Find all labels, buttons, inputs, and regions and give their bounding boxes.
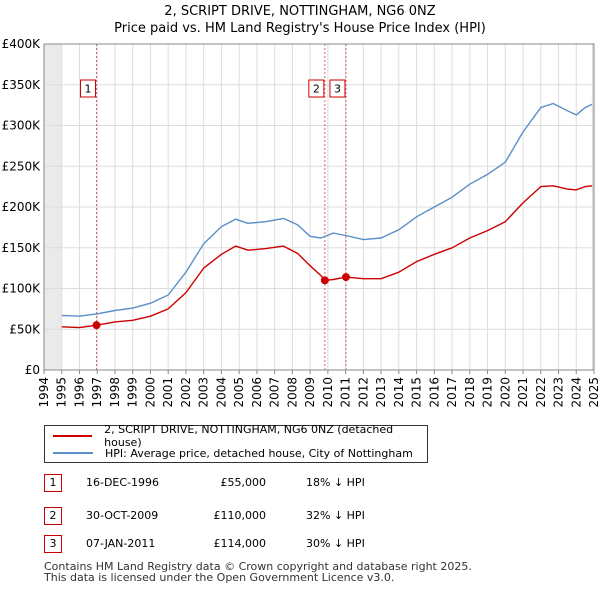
x-tick-label: 2025 (587, 377, 600, 408)
x-tick-label: 2021 (516, 377, 530, 408)
y-tick-label: £50K (9, 322, 41, 336)
transaction-hpi-diff: 32% ↓ HPI (306, 509, 365, 522)
hpi-line (61, 102, 593, 317)
sale-label-text: 3 (334, 83, 341, 96)
x-tick-label: 2011 (339, 377, 353, 408)
x-tick-label: 2017 (445, 377, 459, 408)
legend-label-property: 2, SCRIPT DRIVE, NOTTINGHAM, NG6 0NZ (de… (104, 423, 394, 449)
series (61, 102, 593, 329)
x-tick-label: 1998 (108, 377, 122, 408)
transaction-date: 16-DEC-1996 (86, 476, 160, 489)
sale-label-text: 2 (313, 83, 320, 96)
x-tick-label: 2020 (498, 377, 512, 408)
transaction-row: 3 07-JAN-2011 £114,000 30% ↓ HPI (44, 535, 464, 553)
x-tick-label: 2023 (552, 377, 566, 408)
x-tick-label: 2008 (285, 377, 299, 408)
sale-label-box (329, 79, 346, 98)
x-tick-label: 2010 (321, 377, 335, 408)
legend-line-hpi (53, 452, 93, 454)
legend-item-property: 2, SCRIPT DRIVE, NOTTINGHAM, NG6 0NZ (de… (53, 423, 427, 449)
x-tick-label: 1999 (126, 377, 140, 408)
property-price-line (61, 185, 593, 329)
x-tick-label: 1995 (55, 377, 69, 408)
sale-point (341, 273, 350, 282)
sale-label-box (308, 79, 325, 98)
chart-subtitle: Price paid vs. HM Land Registry's House … (114, 21, 486, 36)
sale-label: 2 (308, 79, 325, 98)
footer-licence: This data is licensed under the Open Gov… (44, 571, 395, 584)
x-tick-label: 2024 (569, 377, 583, 408)
y-tick-label: £350K (2, 78, 42, 92)
transaction-number: 2 (44, 507, 62, 525)
x-tick-label: 2007 (268, 377, 282, 408)
price-chart: 1 2 3 £0 £50K £100K £150K £200K £250K £300K £350K… (2, 37, 600, 408)
x-tick-label: 2012 (356, 377, 370, 408)
transaction-hpi-diff: 18% ↓ HPI (306, 476, 365, 489)
footer-copyright: Contains HM Land Registry data © Crown c… (44, 560, 472, 573)
x-tick-label: 2022 (534, 377, 548, 408)
x-tick-label: 1996 (72, 377, 86, 408)
sale-points (92, 273, 350, 330)
y-tick-label: £0 (25, 363, 40, 377)
transaction-row: 2 30-OCT-2009 £110,000 32% ↓ HPI (44, 507, 464, 525)
x-tick-label: 2000 (143, 377, 157, 408)
x-tick-label: 1997 (90, 377, 104, 408)
transaction-date: 07-JAN-2011 (86, 537, 156, 550)
x-tick-label: 2006 (250, 377, 264, 408)
y-tick-label: £150K (2, 241, 42, 255)
transaction-date: 30-OCT-2009 (86, 509, 159, 522)
x-tick-label: 2001 (161, 377, 175, 408)
x-tick-label: 2004 (214, 377, 228, 408)
sale-label: 3 (329, 79, 346, 98)
transaction-price: £55,000 (220, 476, 267, 489)
chart-title: 2, SCRIPT DRIVE, NOTTINGHAM, NG6 0NZ (164, 4, 436, 19)
legend: 2, SCRIPT DRIVE, NOTTINGHAM, NG6 0NZ (de… (44, 423, 428, 463)
sale-label: 1 (80, 79, 97, 98)
y-tick-label: £250K (2, 159, 42, 173)
legend-label-hpi: HPI: Average price, detached house, City… (105, 446, 413, 460)
sale-point (92, 321, 101, 330)
x-tick-label: 2013 (374, 377, 388, 408)
x-tick-label: 2003 (197, 377, 211, 408)
transaction-price: £110,000 (213, 509, 267, 522)
plot-frame (43, 43, 595, 371)
legend-line-property (53, 435, 93, 437)
sale-label-box (80, 79, 97, 98)
x-tick-label: 2016 (427, 377, 441, 408)
y-tick-label: £400K (2, 37, 42, 51)
x-tick-label: 2009 (303, 377, 317, 408)
x-tick-label: 2002 (179, 377, 193, 408)
transaction-number: 3 (44, 535, 62, 553)
grid (43, 43, 595, 371)
y-tick-label: £200K (2, 200, 42, 214)
x-tick-label: 2014 (392, 377, 406, 408)
transaction-row: 1 16-DEC-1996 £55,000 18% ↓ HPI (44, 474, 464, 492)
sale-label-text: 1 (85, 83, 92, 96)
x-tick-label: 2005 (232, 377, 246, 408)
x-tick-label: 1994 (37, 377, 51, 408)
transaction-hpi-diff: 30% ↓ HPI (306, 537, 365, 550)
x-tick-label: 2015 (410, 377, 424, 408)
transaction-price: £114,000 (213, 537, 267, 550)
y-tick-label: £100K (2, 282, 42, 296)
axes: £0 £50K £100K £150K £200K £250K £300K £350K £400… (2, 37, 600, 408)
y-tick-label: £300K (2, 119, 42, 133)
sale-labels: 1 2 3 (80, 79, 346, 98)
legend-item-hpi: HPI: Average price, detached house, City… (53, 446, 413, 460)
x-tick-label: 2019 (481, 377, 495, 408)
transaction-number: 1 (44, 474, 62, 492)
x-tick-label: 2018 (463, 377, 477, 408)
sale-point (320, 276, 329, 285)
